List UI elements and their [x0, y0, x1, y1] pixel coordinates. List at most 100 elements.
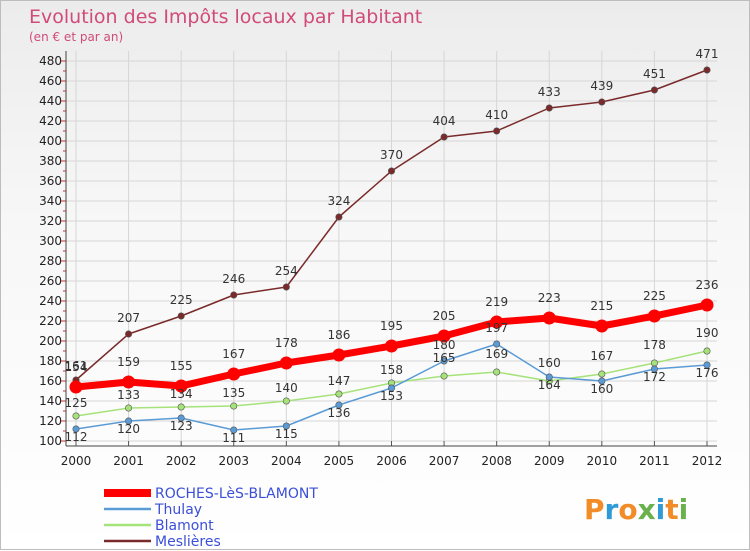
data-point-3 — [230, 291, 238, 299]
y-tick-label: 200 — [39, 334, 62, 348]
data-point-3 — [387, 167, 395, 175]
logo-text: Proxiti — [584, 493, 688, 526]
data-point-2 — [703, 347, 711, 355]
data-point-2 — [650, 359, 658, 367]
data-point-2 — [177, 403, 185, 411]
data-point-0 — [647, 309, 661, 323]
x-tick-label: 2000 — [61, 454, 92, 468]
data-label-3: 225 — [170, 293, 193, 307]
y-tick-label: 360 — [39, 174, 62, 188]
data-label-0: 195 — [380, 319, 403, 333]
data-label-0: 167 — [222, 347, 245, 361]
legend-label-0: ROCHES-LèS-BLAMONT — [155, 486, 318, 502]
y-tick-label: 320 — [39, 214, 62, 228]
data-point-2 — [493, 368, 501, 376]
data-point-3 — [335, 213, 343, 221]
data-point-3 — [545, 104, 553, 112]
data-point-3 — [282, 283, 290, 291]
data-label-3: 254 — [275, 264, 298, 278]
data-point-1 — [703, 361, 711, 369]
data-label-1: 160 — [590, 382, 613, 396]
data-point-1 — [440, 357, 448, 365]
y-tick-label: 260 — [39, 274, 62, 288]
data-point-0 — [174, 379, 188, 393]
data-point-3 — [598, 98, 606, 106]
x-tick-label: 2004 — [271, 454, 302, 468]
data-label-1: 123 — [170, 419, 193, 433]
data-point-1 — [177, 414, 185, 422]
data-label-0: 178 — [275, 336, 298, 350]
logo-letter: i — [679, 493, 689, 526]
data-point-2 — [440, 372, 448, 380]
data-label-0: 159 — [117, 355, 140, 369]
data-label-1: 153 — [380, 389, 403, 403]
data-point-1 — [125, 417, 133, 425]
data-label-1: 172 — [643, 370, 666, 384]
logo-letter: P — [584, 493, 605, 526]
chart-title: Evolution des Impôts locaux par Habitant — [29, 6, 422, 28]
data-point-1 — [230, 426, 238, 434]
data-label-3: 207 — [117, 311, 140, 325]
data-point-2 — [230, 402, 238, 410]
y-tick-label: 300 — [39, 234, 62, 248]
data-label-0: 223 — [538, 291, 561, 305]
data-point-2 — [125, 404, 133, 412]
data-label-1: 115 — [275, 427, 298, 441]
data-point-3 — [703, 66, 711, 74]
data-label-0: 236 — [696, 278, 719, 292]
data-point-1 — [387, 384, 395, 392]
y-tick-label: 400 — [39, 134, 62, 148]
proxiti-logo: Proxiti — [584, 493, 688, 526]
data-point-2 — [598, 370, 606, 378]
data-label-2: 190 — [696, 326, 719, 340]
y-tick-label: 180 — [39, 354, 62, 368]
data-label-2: 158 — [380, 363, 403, 377]
data-label-2: 135 — [222, 386, 245, 400]
data-label-0: 186 — [327, 328, 350, 342]
data-label-3: 433 — [538, 85, 561, 99]
data-label-0: 215 — [590, 299, 613, 313]
data-point-0 — [69, 380, 83, 394]
data-label-0: 225 — [643, 289, 666, 303]
y-tick-label: 160 — [39, 374, 62, 388]
axes: 100 120 140 160 180 200 220 240 260 280 300 320 340 3… — [39, 51, 722, 468]
data-point-3 — [440, 133, 448, 141]
logo-letter: t — [665, 493, 678, 526]
data-label-3: 324 — [327, 194, 350, 208]
data-point-0 — [437, 329, 451, 343]
data-point-1 — [335, 401, 343, 409]
x-tick-label: 2007 — [429, 454, 460, 468]
data-label-1: 136 — [327, 406, 350, 420]
data-label-2: 178 — [643, 338, 666, 352]
data-label-2: 160 — [538, 356, 561, 370]
data-point-0 — [122, 375, 136, 389]
data-label-2: 125 — [65, 396, 88, 410]
data-labels: 154 159 155 167 178 186 195 205 219 223 215 225 236 1… — [65, 47, 719, 445]
logo-letter: r — [605, 493, 619, 526]
y-tick-label: 340 — [39, 194, 62, 208]
data-label-1: 120 — [117, 422, 140, 436]
y-tick-label: 380 — [39, 154, 62, 168]
logo-letter: i — [656, 493, 666, 526]
data-label-3: 370 — [380, 148, 403, 162]
data-label-2: 147 — [327, 374, 350, 388]
data-label-1: 112 — [65, 430, 88, 444]
data-label-1: 180 — [433, 338, 456, 352]
legend-label-1: Thulay — [154, 502, 202, 518]
data-point-2 — [335, 390, 343, 398]
y-tick-label: 460 — [39, 74, 62, 88]
x-tick-label: 2006 — [376, 454, 407, 468]
data-point-1 — [650, 365, 658, 373]
data-point-0 — [542, 311, 556, 325]
data-label-2: 140 — [275, 381, 298, 395]
grid — [66, 51, 717, 442]
y-tick-label: 240 — [39, 294, 62, 308]
x-tick-label: 2005 — [324, 454, 355, 468]
data-label-0: 154 — [65, 360, 88, 374]
y-tick-label: 280 — [39, 254, 62, 268]
x-tick-label: 2011 — [639, 454, 670, 468]
y-tick-label: 140 — [39, 394, 62, 408]
data-label-3: 471 — [696, 47, 719, 61]
